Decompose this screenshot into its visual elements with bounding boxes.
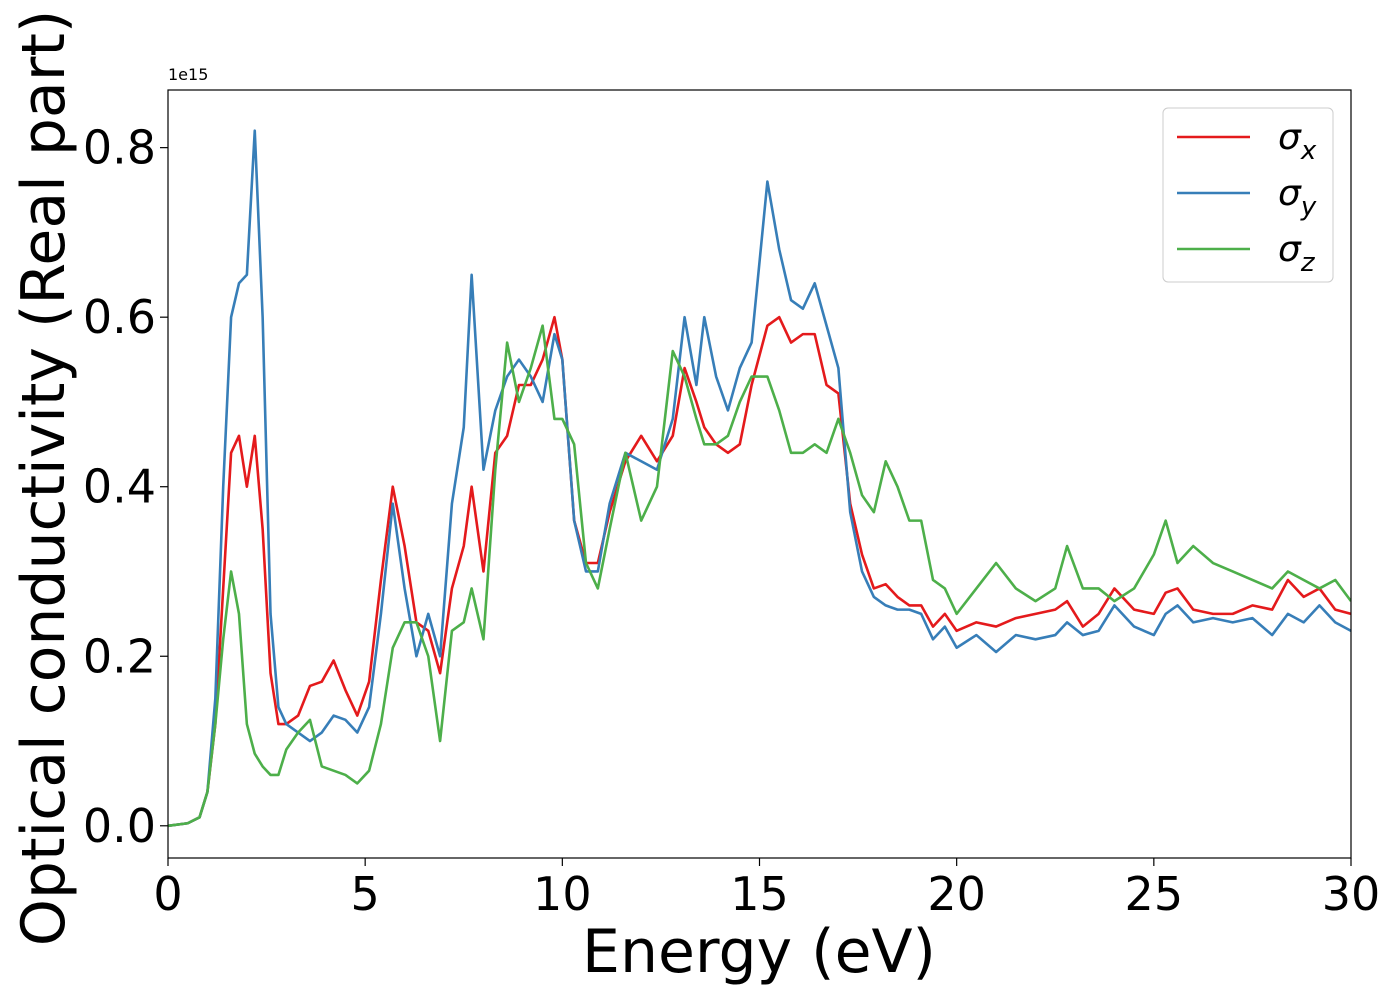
x-tick-label: 0 [153, 867, 182, 921]
series-group [168, 315, 1351, 828]
y-tick-label: 0.6 [83, 290, 156, 344]
series-group [168, 324, 1351, 828]
legend-subscript: x [1300, 136, 1317, 166]
legend-box [1162, 107, 1334, 283]
x-tick-label: 20 [927, 867, 986, 921]
series-line [168, 315, 1351, 828]
y-tick-label: 0.8 [83, 121, 156, 175]
x-axis-label: Energy (eV) [582, 917, 936, 987]
x-tick-label: 10 [533, 867, 592, 921]
x-tick-label: 25 [1125, 867, 1184, 921]
x-tick-label: 15 [730, 867, 789, 921]
legend-label: σy [1278, 173, 1317, 222]
y-tick-label: 0.0 [83, 799, 156, 853]
x-tick-label: 30 [1322, 867, 1381, 921]
y-tick-label: 0.4 [83, 460, 156, 514]
y-offset-label: 1e15 [168, 65, 208, 84]
y-axis-label: Optical conductivity (Real part) [9, 10, 79, 947]
x-tick-label: 5 [351, 867, 380, 921]
legend-label: σz [1278, 229, 1316, 278]
legend-symbol: σ [1278, 173, 1302, 214]
legend-symbol: σ [1278, 229, 1302, 270]
legend-symbol: σ [1278, 117, 1302, 158]
y-tick-label: 0.2 [83, 629, 156, 683]
plot-frame [167, 89, 1352, 859]
legend-label: σx [1278, 117, 1317, 166]
legend-subscript: z [1300, 248, 1316, 278]
series-line [168, 324, 1351, 828]
legend-subscript: y [1300, 192, 1317, 222]
